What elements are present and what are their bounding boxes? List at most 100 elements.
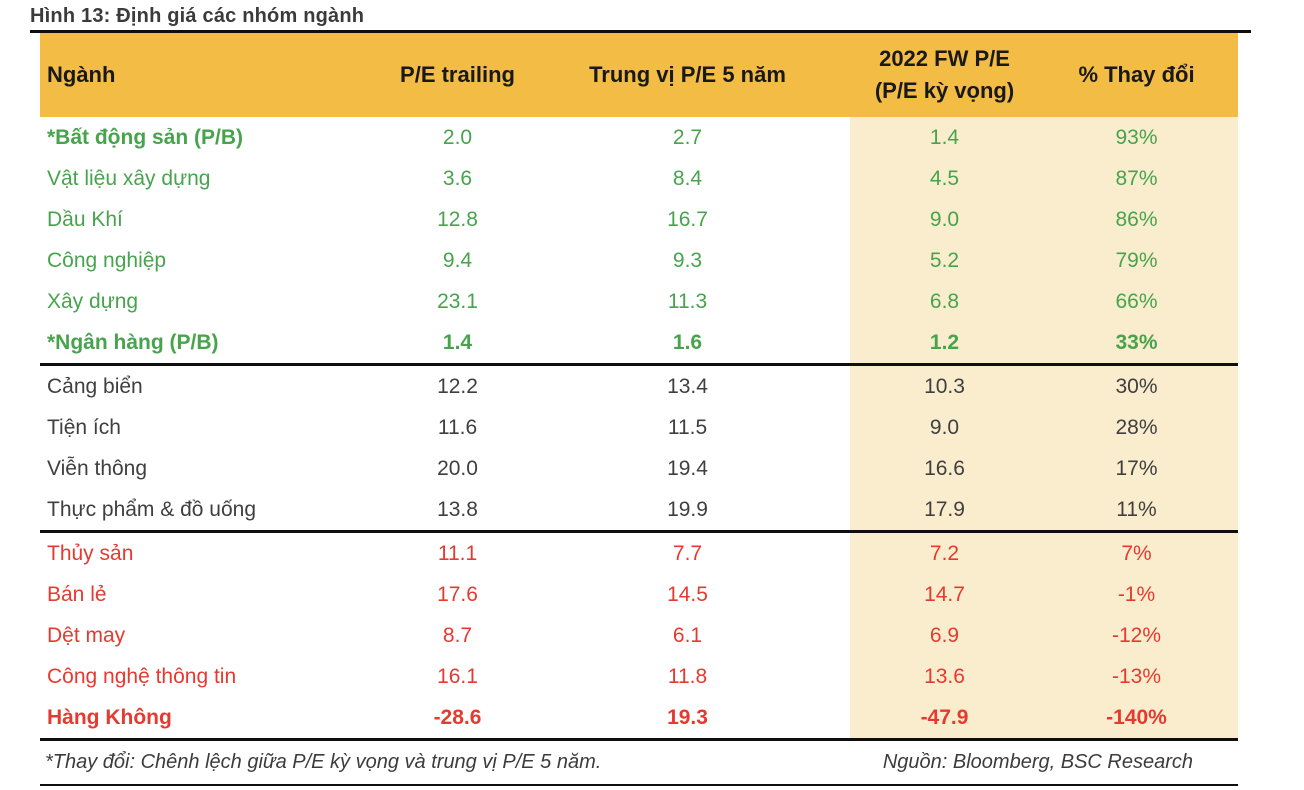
pe-trailing-cell: 12.8	[437, 207, 478, 231]
col-header-industry: Ngành	[40, 33, 360, 117]
fw-pe-cell: 4.5	[850, 158, 1055, 199]
industry-cell: Hàng Không	[40, 697, 360, 741]
table-row: Hàng Không -28.6 19.3 -47.9 -140%	[40, 697, 1238, 741]
median-pe-cell: 11.3	[667, 289, 708, 313]
table-footer: *Thay đổi: Chênh lệch giữa P/E kỳ vọng v…	[40, 741, 1238, 786]
pe-trailing-cell: 2.0	[442, 125, 473, 149]
fw-pe-cell: 14.7	[850, 574, 1055, 615]
pct-change-cell: 86%	[1055, 199, 1238, 240]
col-header-pe-trailing: P/E trailing	[360, 33, 585, 117]
table-row: Viễn thông 20.0 19.4 16.6 17%	[40, 448, 1238, 489]
pe-trailing-cell: 20.0	[437, 456, 478, 480]
pct-change-cell: -1%	[1055, 574, 1238, 615]
valuation-table-container: Ngành P/E trailing Trung vị P/E 5 năm 20…	[40, 33, 1238, 786]
median-pe-cell: 1.6	[585, 322, 850, 366]
pct-change-cell: 87%	[1055, 158, 1238, 199]
industry-cell: Thực phẩm & đồ uống	[40, 489, 360, 533]
median-pe-cell: 19.9	[585, 489, 850, 533]
col-header-2022-fw-pe-line1: 2022 FW P/E	[879, 46, 1010, 72]
median-pe-cell: 7.7	[672, 541, 703, 565]
valuation-table: Ngành P/E trailing Trung vị P/E 5 năm 20…	[40, 33, 1238, 741]
fw-pe-cell: 17.9	[850, 489, 1055, 533]
col-header-2022-fw-pe: 2022 FW P/E (P/E kỳ vọng)	[850, 33, 1055, 117]
median-pe-cell: 19.4	[667, 456, 708, 480]
pct-change-cell: -12%	[1055, 615, 1238, 656]
table-row: Thực phẩm & đồ uống 13.8 19.9 17.9 11%	[40, 489, 1238, 533]
median-pe-cell: 9.3	[672, 248, 703, 272]
table-row: *Bất động sản (P/B) 2.0 2.7 1.4 93%	[40, 117, 1238, 158]
title-divider	[30, 30, 1251, 33]
fw-pe-cell: 6.8	[850, 281, 1055, 322]
pct-change-cell: 30%	[1055, 364, 1238, 407]
median-pe-cell: 16.7	[667, 207, 708, 231]
table-row: Dệt may 8.7 6.1 6.9 -12%	[40, 615, 1238, 656]
pct-change-cell: 7%	[1055, 531, 1238, 574]
pe-trailing-cell: 12.2	[437, 374, 478, 398]
pct-change-cell: 66%	[1055, 281, 1238, 322]
figure-title: Hình 13: Định giá các nhóm ngành	[30, 5, 365, 27]
industry-cell: Viễn thông	[47, 456, 148, 480]
industry-cell: Vật liệu xây dựng	[47, 166, 211, 190]
fw-pe-cell: 16.6	[850, 448, 1055, 489]
industry-cell: Công nghệ thông tin	[47, 664, 237, 688]
median-pe-cell: 8.4	[672, 166, 703, 190]
industry-cell: Bán lẻ	[47, 582, 107, 606]
table-row: Dầu Khí 12.8 16.7 9.0 86%	[40, 199, 1238, 240]
fw-pe-cell: 7.2	[850, 531, 1055, 574]
pct-change-cell: 28%	[1055, 407, 1238, 448]
table-row: Bán lẻ 17.6 14.5 14.7 -1%	[40, 574, 1238, 615]
pe-trailing-cell: 1.4	[360, 322, 585, 366]
pe-trailing-cell: 3.6	[442, 166, 473, 190]
pe-trailing-cell: -28.6	[360, 697, 585, 741]
table-body: *Bất động sản (P/B) 2.0 2.7 1.4 93% Vật liệu …	[40, 117, 1238, 741]
table-header-row: Ngành P/E trailing Trung vị P/E 5 năm 20…	[40, 33, 1238, 117]
fw-pe-cell: 13.6	[850, 656, 1055, 697]
fw-pe-cell: 9.0	[850, 407, 1055, 448]
pct-change-cell: -13%	[1055, 656, 1238, 697]
table-row: Vật liệu xây dựng 3.6 8.4 4.5 87%	[40, 158, 1238, 199]
fw-pe-cell: -47.9	[850, 697, 1055, 741]
median-pe-cell: 13.4	[667, 374, 708, 398]
pct-change-cell: 93%	[1055, 117, 1238, 158]
col-header-pct-change: % Thay đổi	[1055, 33, 1238, 117]
pe-trailing-cell: 11.1	[437, 541, 478, 565]
median-pe-cell: 14.5	[667, 582, 708, 606]
industry-cell: Dệt may	[47, 623, 126, 647]
pe-trailing-cell: 23.1	[437, 289, 478, 313]
industry-cell: Xây dựng	[47, 289, 139, 313]
pct-change-cell: 11%	[1055, 489, 1238, 533]
pe-trailing-cell: 9.4	[442, 248, 473, 272]
pe-trailing-cell: 13.8	[360, 489, 585, 533]
fw-pe-cell: 10.3	[850, 364, 1055, 407]
median-pe-cell: 2.7	[672, 125, 703, 149]
table-row: Thủy sản 11.1 7.7 7.2 7%	[40, 531, 1238, 574]
median-pe-cell: 6.1	[672, 623, 703, 647]
table-row: Công nghiệp 9.4 9.3 5.2 79%	[40, 240, 1238, 281]
pct-change-cell: 33%	[1055, 322, 1238, 366]
industry-cell: *Bất động sản (P/B)	[47, 125, 244, 149]
footnote: *Thay đổi: Chênh lệch giữa P/E kỳ vọng v…	[45, 751, 602, 773]
col-header-median-pe-5y: Trung vị P/E 5 năm	[585, 33, 850, 117]
industry-cell: Cảng biển	[47, 374, 143, 398]
table-row: Công nghệ thông tin 16.1 11.8 13.6 -13%	[40, 656, 1238, 697]
table-row: Tiện ích 11.6 11.5 9.0 28%	[40, 407, 1238, 448]
industry-cell: *Ngân hàng (P/B)	[40, 322, 360, 366]
table-row: Xây dựng 23.1 11.3 6.8 66%	[40, 281, 1238, 322]
fw-pe-cell: 9.0	[850, 199, 1055, 240]
industry-cell: Thủy sản	[47, 541, 134, 565]
fw-pe-cell: 5.2	[850, 240, 1055, 281]
industry-cell: Dầu Khí	[47, 207, 123, 231]
pct-change-cell: 17%	[1055, 448, 1238, 489]
pe-trailing-cell: 8.7	[442, 623, 473, 647]
median-pe-cell: 11.5	[667, 415, 708, 439]
industry-cell: Tiện ích	[47, 415, 121, 439]
fw-pe-cell: 1.4	[850, 117, 1055, 158]
fw-pe-cell: 1.2	[850, 322, 1055, 366]
industry-cell: Công nghiệp	[47, 248, 167, 272]
pe-trailing-cell: 16.1	[437, 664, 478, 688]
col-header-2022-fw-pe-line2: (P/E kỳ vọng)	[874, 78, 1015, 103]
source-note: Nguồn: Bloomberg, BSC Research	[882, 751, 1193, 773]
fw-pe-cell: 6.9	[850, 615, 1055, 656]
pct-change-cell: 79%	[1055, 240, 1238, 281]
